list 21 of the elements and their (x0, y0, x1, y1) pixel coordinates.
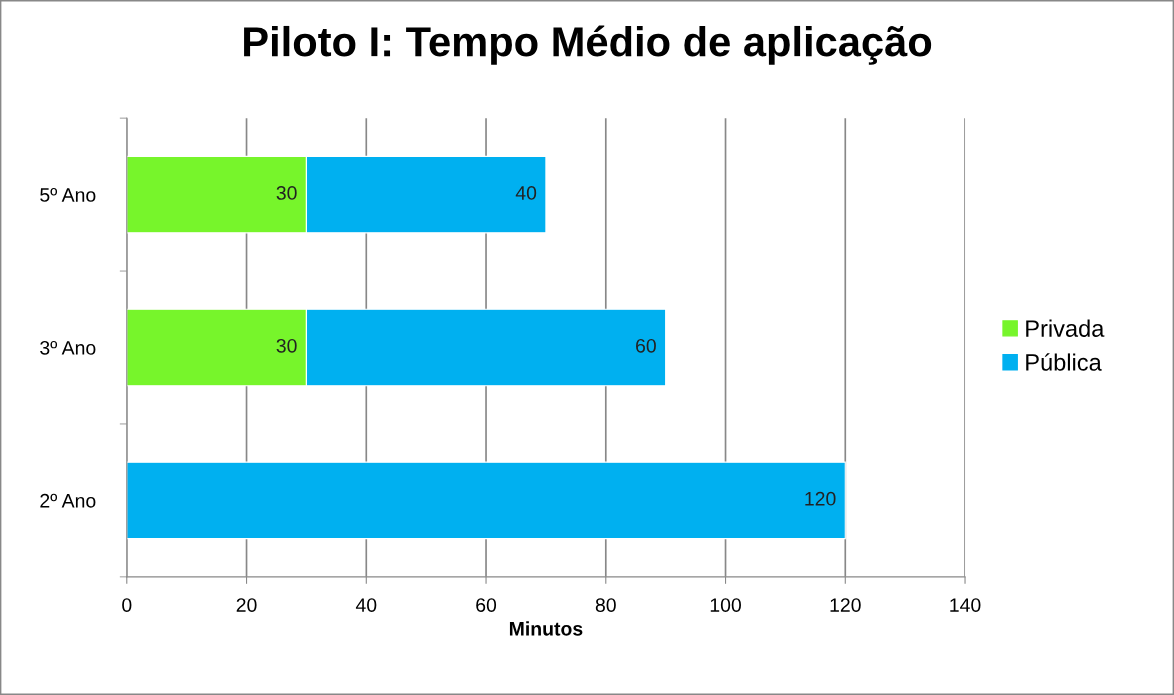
x-tick-label: 60 (476, 598, 497, 612)
legend-label: Pública (1026, 353, 1102, 371)
x-tick-label: 120 (830, 598, 861, 612)
bar (126, 461, 846, 540)
x-tick-label: 140 (950, 598, 981, 612)
legend-label: Privada (1026, 319, 1105, 337)
data-label: 30 (276, 338, 297, 353)
y-tick-label: 3º Ano (40, 340, 96, 355)
y-tick-label: 2º Ano (40, 493, 96, 508)
x-tick-label: 40 (355, 598, 377, 612)
y-tick-label: 5º Ano (40, 188, 96, 202)
x-tick-label: 80 (595, 598, 616, 612)
x-tick-label: 100 (710, 598, 741, 612)
chart-title: Piloto I: Tempo Médio de aplicação (244, 25, 932, 65)
data-label: 120 (805, 491, 836, 506)
data-label: 40 (515, 186, 537, 200)
data-label: 30 (276, 186, 297, 200)
x-tick-label: 20 (236, 598, 257, 612)
x-axis-title: Minutos (509, 621, 583, 636)
x-tick-label: 0 (122, 598, 132, 612)
data-label: 60 (636, 338, 656, 353)
